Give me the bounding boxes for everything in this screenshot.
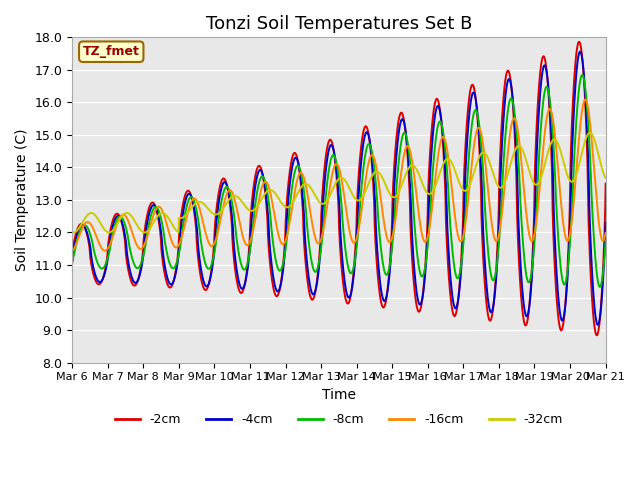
Legend: -2cm, -4cm, -8cm, -16cm, -32cm: -2cm, -4cm, -8cm, -16cm, -32cm	[109, 408, 568, 431]
X-axis label: Time: Time	[322, 388, 356, 402]
Text: TZ_fmet: TZ_fmet	[83, 45, 140, 58]
Title: Tonzi Soil Temperatures Set B: Tonzi Soil Temperatures Set B	[205, 15, 472, 33]
Y-axis label: Soil Temperature (C): Soil Temperature (C)	[15, 129, 29, 271]
